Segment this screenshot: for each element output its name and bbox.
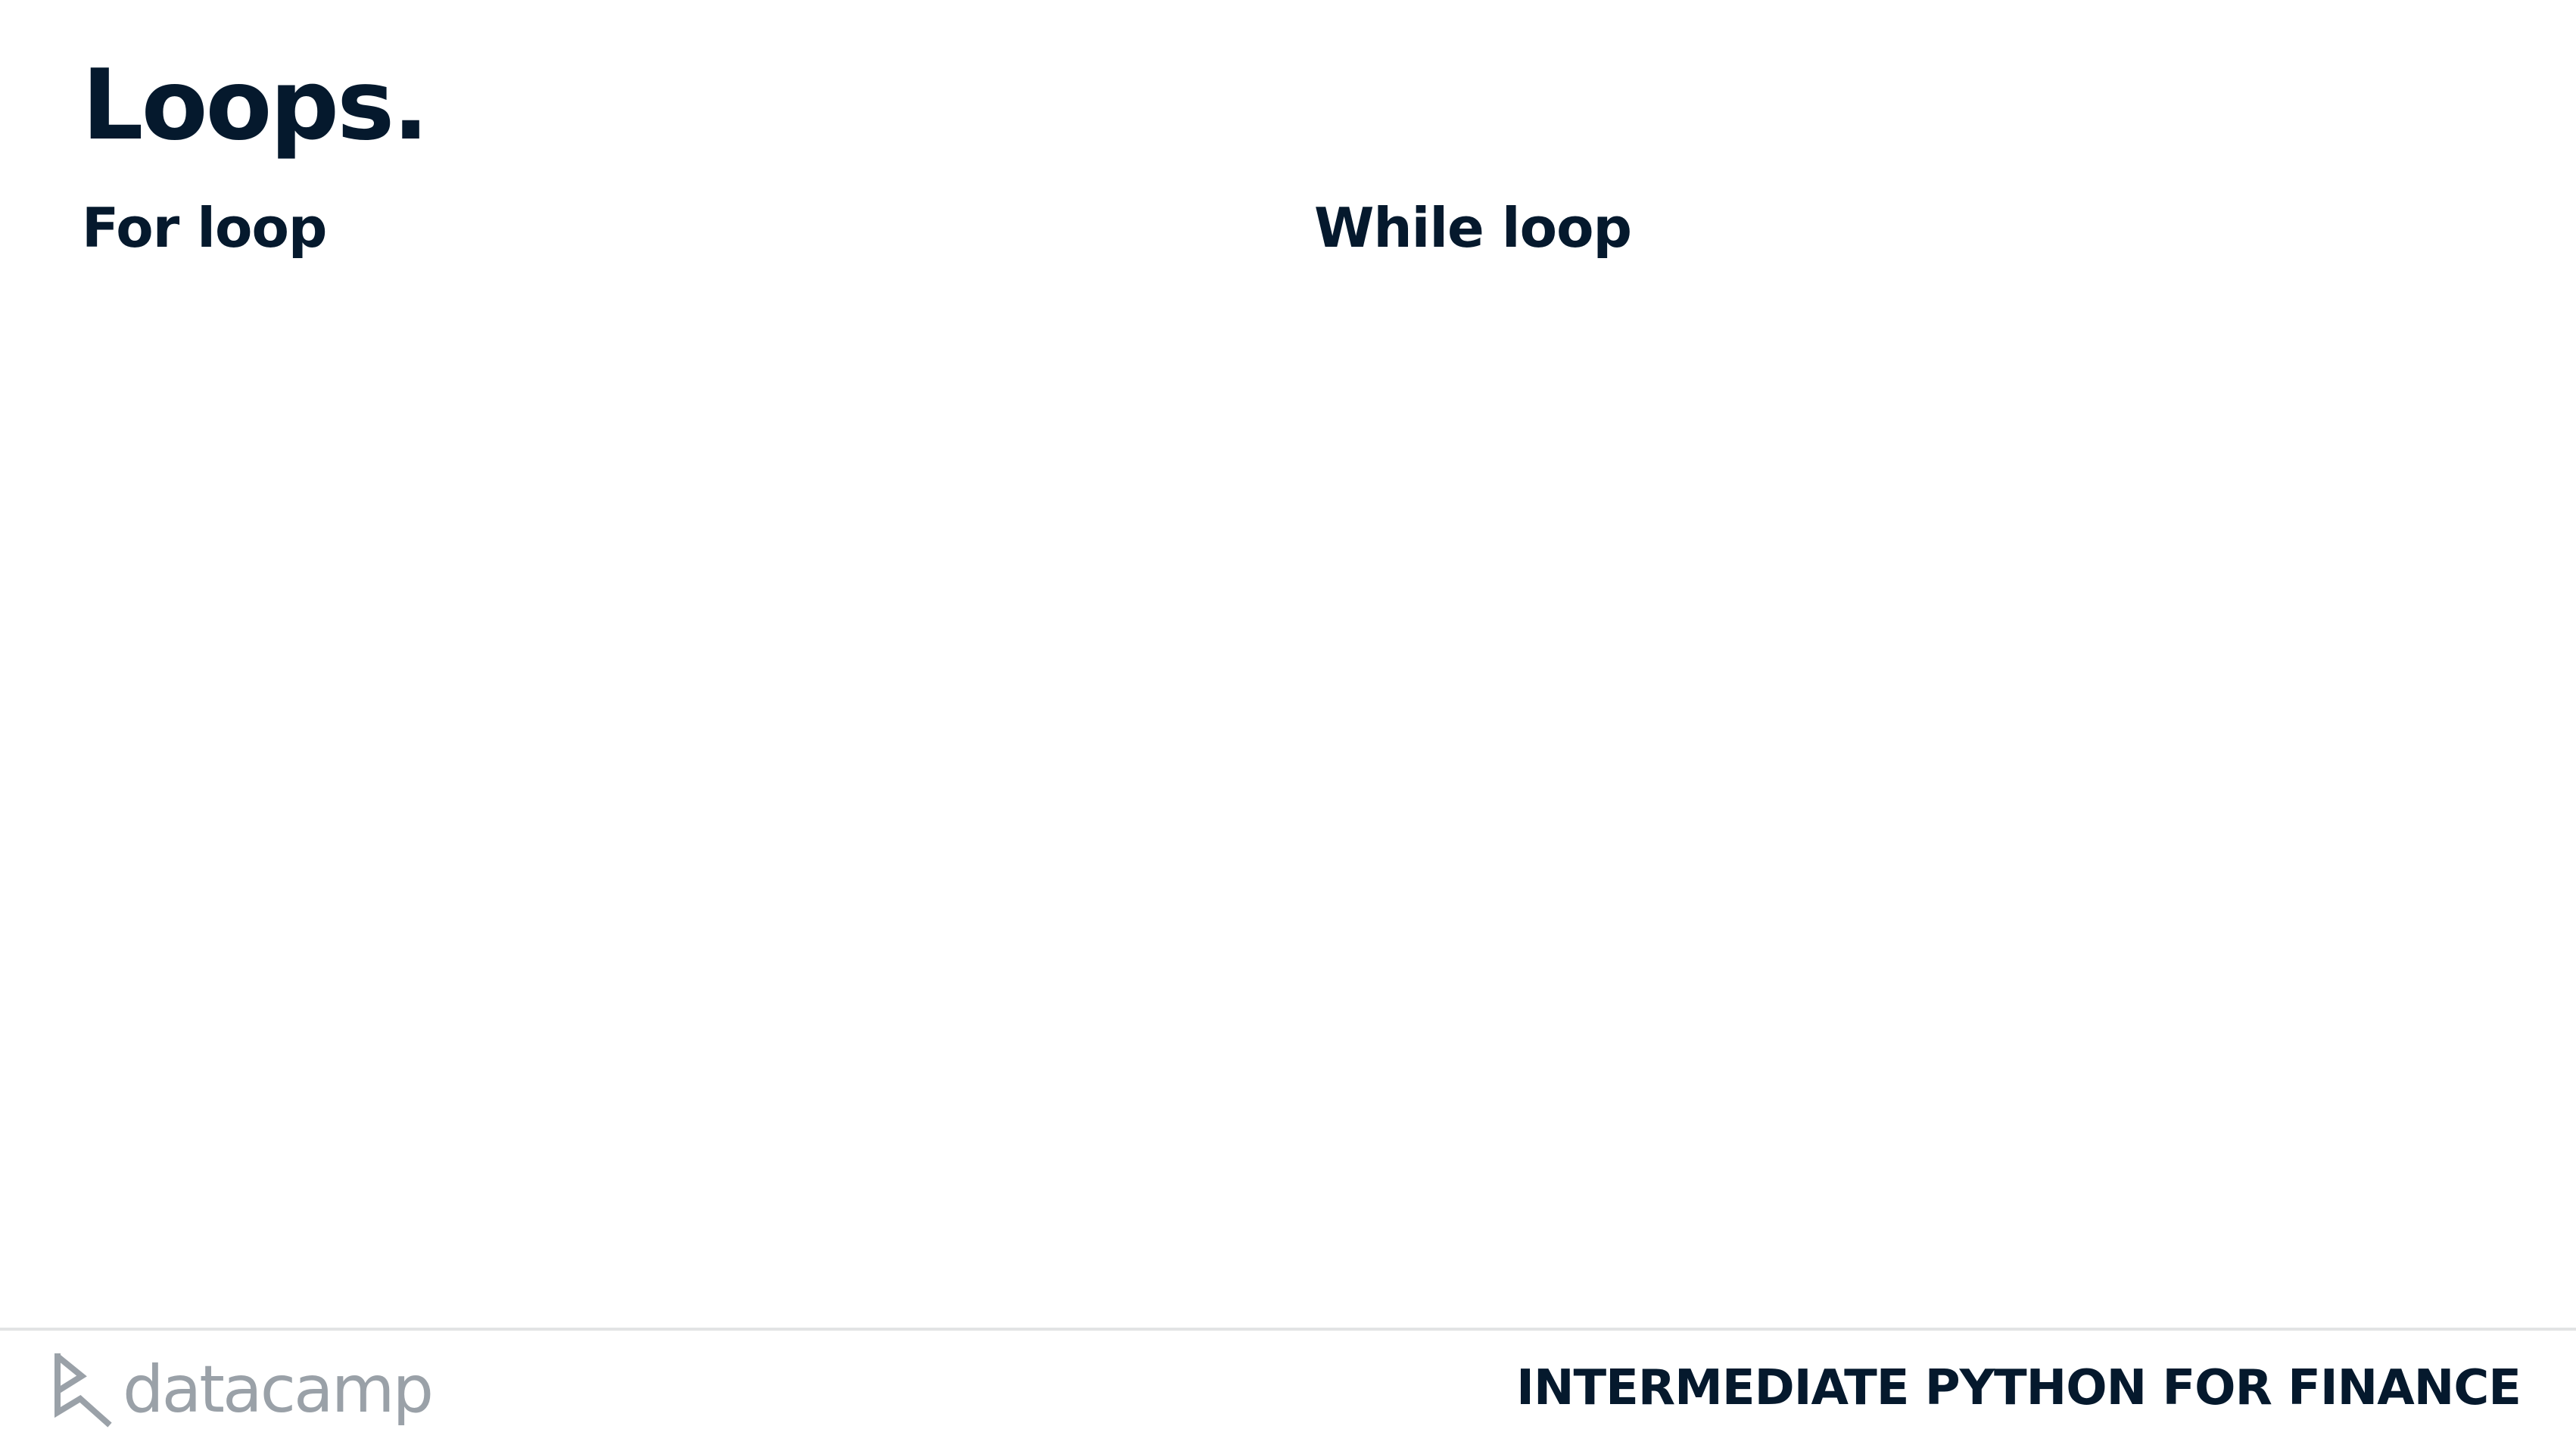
- while-loop-heading: While loop: [1314, 196, 1632, 260]
- datacamp-logo-icon: [55, 1353, 112, 1428]
- course-name: INTERMEDIATE PYTHON FOR FINANCE: [1516, 1360, 2521, 1416]
- for-loop-heading: For loop: [82, 196, 327, 260]
- footer-divider: [0, 1328, 2576, 1331]
- slide-title: Loops.: [82, 49, 429, 162]
- footer: datacamp INTERMEDIATE PYTHON FOR FINANCE: [0, 1331, 2576, 1451]
- datacamp-logo-text: datacamp: [123, 1352, 434, 1428]
- datacamp-logo: datacamp: [53, 1352, 434, 1429]
